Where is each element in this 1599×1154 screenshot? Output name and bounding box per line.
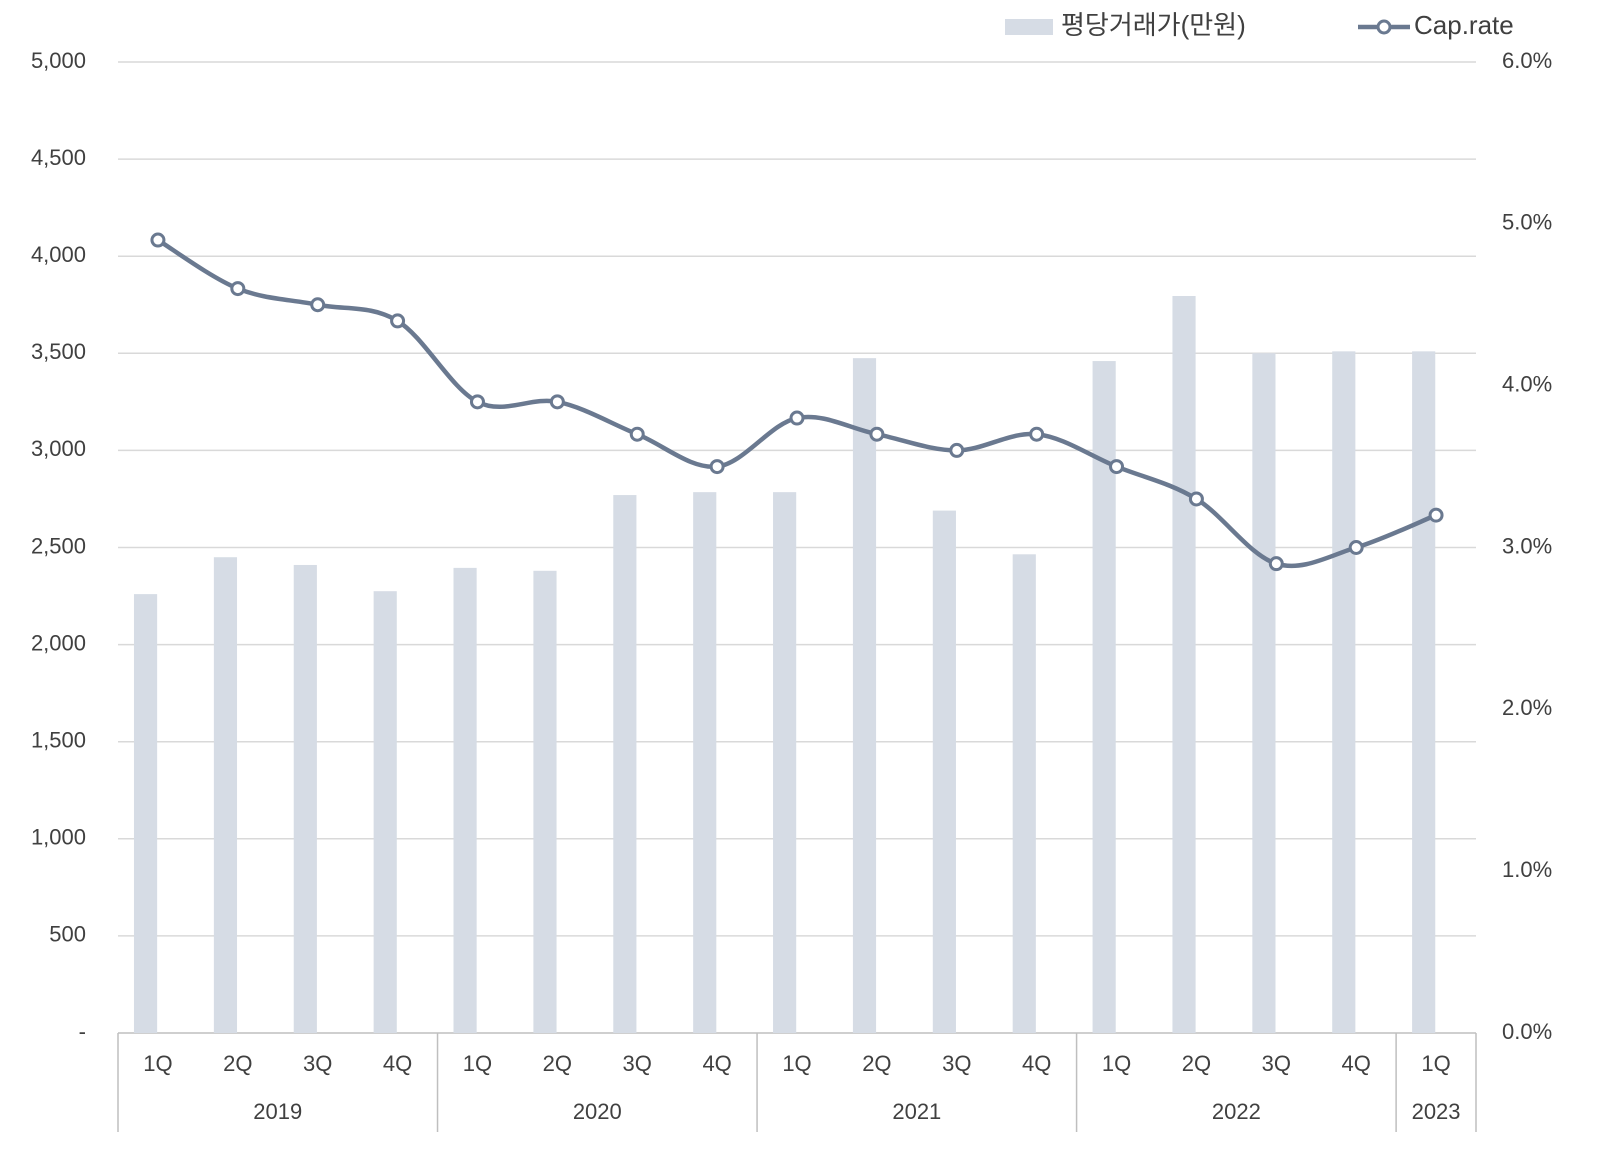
x-tick-label: 4Q [383,1051,412,1076]
bar [852,358,877,1033]
line-marker [469,394,485,410]
x-group-label: 2020 [573,1099,622,1124]
bar [613,495,637,1033]
y2-tick-label: 6.0% [1502,48,1552,73]
x-tick-label: 3Q [942,1051,971,1076]
x-group-label: 2021 [892,1099,941,1124]
line-marker [1109,459,1125,475]
y-tick-label: 3,000 [31,436,86,461]
line-marker [549,394,565,410]
line-marker [310,297,326,313]
y-tick-label: 4,000 [31,242,86,267]
line-marker [1268,556,1284,572]
line-marker [1428,507,1444,523]
legend-label: Cap.rate [1414,10,1514,40]
line-marker [1029,426,1045,442]
line-marker [1348,540,1364,555]
bar [533,570,557,1033]
line-marker [949,442,965,458]
y2-tick-label: 1.0% [1502,857,1552,882]
x-tick-label: 4Q [1341,1051,1370,1076]
y-tick-label: 5,000 [31,48,86,73]
legend-swatch-marker [1376,19,1392,35]
line-marker [390,313,406,329]
x-tick-label: 1Q [1102,1051,1131,1076]
bar [932,510,956,1033]
x-tick-label: 1Q [463,1051,492,1076]
x-tick-label: 2Q [1182,1051,1211,1076]
x-tick-label: 1Q [1421,1051,1450,1076]
line-marker [629,426,645,442]
x-tick-label: 3Q [303,1051,332,1076]
legend-swatch [1005,19,1053,35]
bar [773,492,797,1033]
line [156,238,1437,569]
bar [1012,554,1036,1033]
y2-tick-label: 5.0% [1502,210,1552,235]
line-marker [230,281,246,297]
bar [293,564,317,1033]
x-tick-label: 2Q [223,1051,252,1076]
x-group-label: 2019 [253,1099,302,1124]
bar [373,591,397,1033]
x-tick-label: 3Q [1262,1051,1291,1076]
y-tick-label: 500 [49,922,86,947]
bar [1252,353,1276,1033]
bar [1412,351,1436,1033]
x-tick-label: 2Q [862,1051,891,1076]
x-tick-label: 1Q [782,1051,811,1076]
y-tick-label: 1,000 [31,825,86,850]
y2-tick-label: 2.0% [1502,695,1552,720]
x-tick-label: 1Q [143,1051,172,1076]
line-marker [1188,491,1204,507]
x-group-label: 2023 [1412,1099,1461,1124]
y2-tick-label: 3.0% [1502,533,1552,558]
y-tick-label: 4,500 [31,145,86,170]
line-marker [789,410,805,426]
y-tick-label: - [79,1019,86,1044]
y-tick-label: 3,500 [31,339,86,364]
x-tick-label: 2Q [543,1051,572,1076]
y2-tick-label: 4.0% [1502,371,1552,396]
line-marker [869,426,885,442]
y2-tick-label: 0.0% [1502,1019,1552,1044]
line-marker [150,232,166,248]
bar [1092,361,1116,1033]
bar [1172,296,1196,1033]
bar [453,567,477,1033]
y-tick-label: 2,500 [31,533,86,558]
line-marker [709,459,725,475]
bar [133,594,158,1033]
x-tick-label: 4Q [1022,1051,1051,1076]
bar [693,492,717,1033]
x-tick-label: 4Q [702,1051,731,1076]
y-tick-label: 2,000 [31,630,86,655]
x-group-label: 2022 [1212,1099,1261,1124]
bar [1332,351,1356,1033]
x-tick-label: 3Q [623,1051,652,1076]
bar [213,557,238,1033]
legend-label: 평당거래가(만원) [1061,10,1246,40]
y-tick-label: 1,500 [31,728,86,753]
